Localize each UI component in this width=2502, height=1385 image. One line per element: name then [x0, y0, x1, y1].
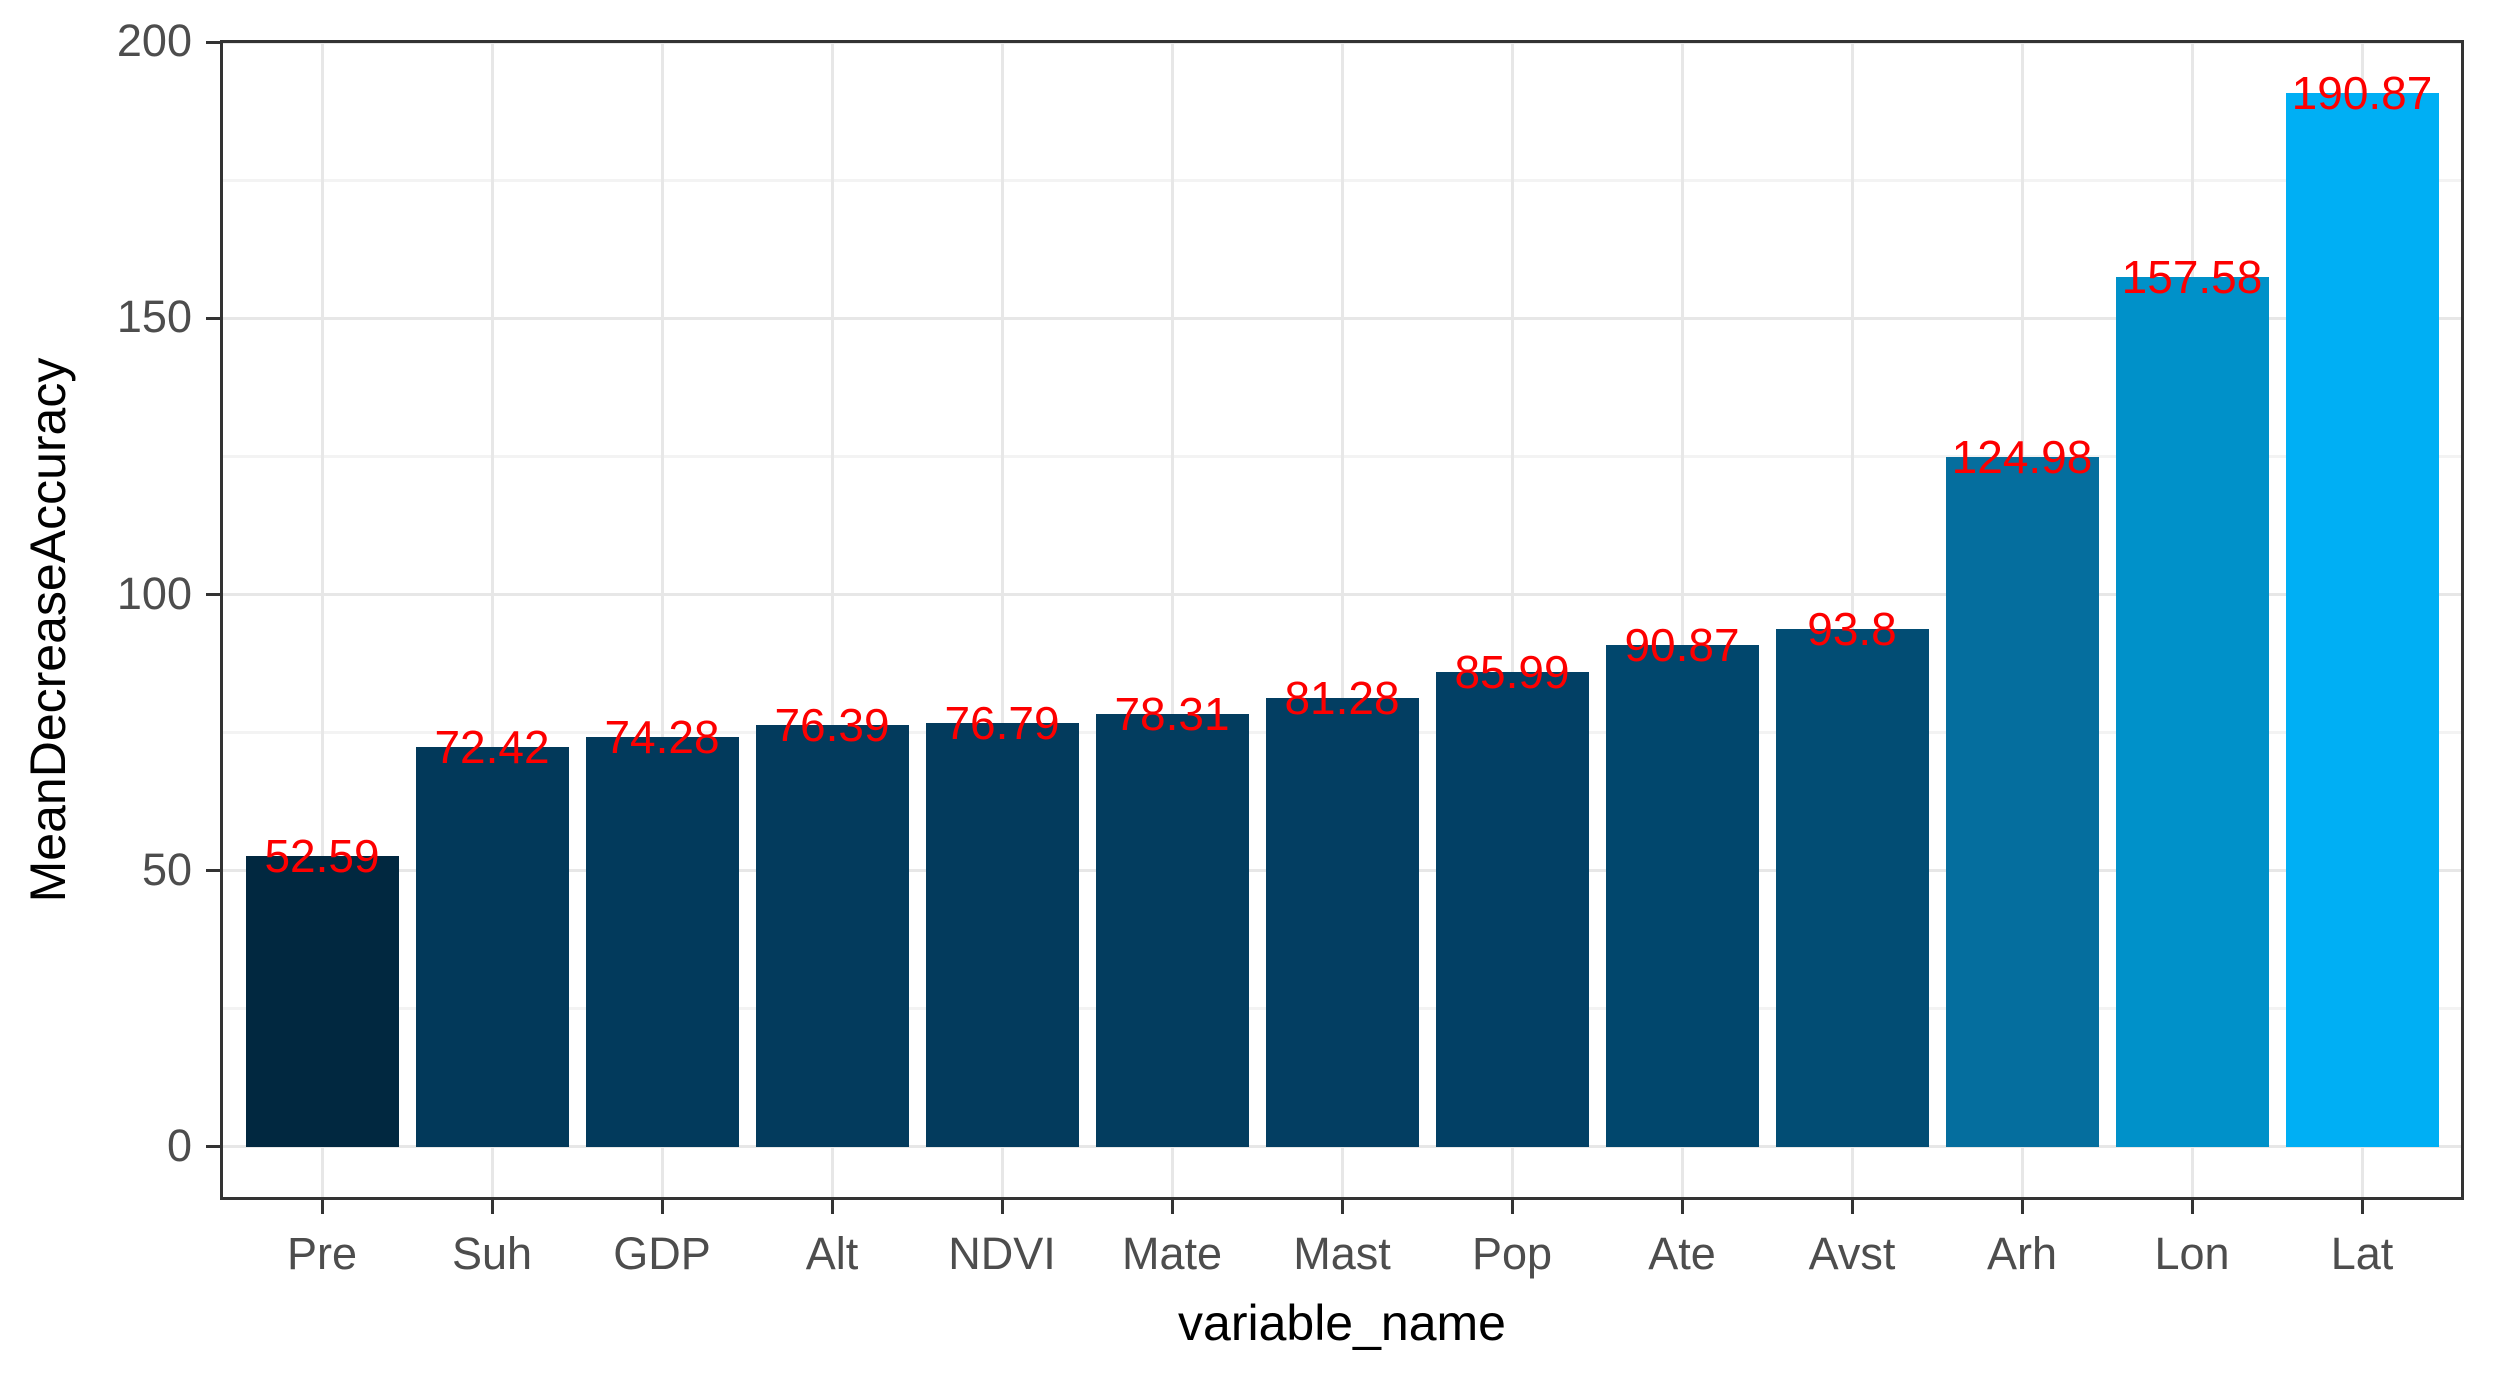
bar — [2285, 92, 2439, 1147]
bar-value-label: 85.99 — [1454, 645, 1570, 698]
bar-value-label: 76.79 — [944, 696, 1060, 749]
bar-value-label: 76.39 — [774, 699, 890, 751]
x-tick — [490, 1200, 494, 1214]
x-tick — [1170, 1200, 1174, 1214]
y-tick-label: 150 — [116, 291, 192, 343]
x-gridline-major — [1170, 40, 1174, 1200]
bar — [1945, 456, 2099, 1147]
x-gridline-major — [1510, 40, 1514, 1200]
y-tick — [206, 869, 220, 873]
x-gridline-major — [1340, 40, 1344, 1200]
x-tick — [830, 1200, 834, 1214]
x-tick — [320, 1200, 324, 1214]
y-tick-label: 50 — [141, 843, 192, 895]
x-tick-label: Suh — [451, 1228, 533, 1279]
x-gridline-major — [830, 40, 834, 1200]
bar — [585, 736, 739, 1147]
bar — [755, 725, 909, 1147]
x-tick-label: Arh — [1986, 1228, 2058, 1279]
x-tick — [1850, 1200, 1854, 1214]
y-tick — [206, 316, 220, 320]
x-tick-label: Ate — [1648, 1228, 1716, 1279]
bar-value-label: 74.28 — [604, 710, 720, 763]
x-tick — [2190, 1200, 2194, 1214]
x-tick — [1510, 1200, 1514, 1214]
bar — [1265, 697, 1419, 1147]
x-tick-label: Alt — [805, 1228, 859, 1279]
bar-value-label: 78.31 — [1114, 688, 1230, 741]
bar-value-label: 190.87 — [2291, 66, 2433, 119]
x-tick-label: Pop — [1471, 1228, 1553, 1279]
bar-value-label: 81.28 — [1284, 671, 1400, 724]
bar-value-label: 124.98 — [1951, 430, 2093, 483]
bar-value-label: 93.8 — [1807, 602, 1897, 655]
x-tick — [2360, 1200, 2364, 1214]
x-axis-title: variable_name — [1178, 1295, 1506, 1351]
bar — [415, 746, 569, 1147]
x-tick — [1340, 1200, 1344, 1214]
y-axis-title: MeanDecreaseAccuracy — [20, 357, 76, 903]
x-tick-label: Lon — [2154, 1228, 2230, 1279]
x-gridline-major — [1850, 40, 1854, 1200]
x-gridline-major — [320, 40, 324, 1200]
bar — [1775, 628, 1929, 1147]
bar-value-label: 157.58 — [2121, 250, 2263, 303]
x-tick-label: Mast — [1293, 1228, 1391, 1279]
x-tick-label: Avst — [1808, 1228, 1896, 1279]
bar-value-label: 52.59 — [264, 830, 380, 883]
x-tick-label: NDVI — [948, 1228, 1056, 1279]
bar-value-label: 72.42 — [434, 720, 550, 773]
bar — [1095, 714, 1249, 1147]
x-tick-label: Lat — [2330, 1228, 2394, 1279]
y-tick — [206, 593, 220, 597]
x-gridline-major — [490, 40, 494, 1200]
bar — [245, 856, 399, 1147]
x-tick — [1000, 1200, 1004, 1214]
y-tick — [206, 40, 220, 44]
y-tick — [206, 1145, 220, 1149]
bar — [1605, 645, 1759, 1147]
plot-panel: 52.59 72.42 74.28 76.39 76.79 78.31 81.28 85.99… — [220, 40, 2464, 1200]
x-tick-label: GDP — [613, 1228, 711, 1279]
x-gridline-major — [660, 40, 664, 1200]
x-tick — [2020, 1200, 2024, 1214]
bar — [1435, 671, 1589, 1147]
x-tick-label: Mate — [1121, 1228, 1223, 1279]
y-tick-label: 100 — [116, 567, 192, 619]
x-tick-label: Pre — [286, 1228, 358, 1279]
bar — [2115, 276, 2269, 1147]
x-gridline-major — [1000, 40, 1004, 1200]
y-tick-label: 200 — [116, 15, 192, 67]
x-tick — [1680, 1200, 1684, 1214]
y-tick-label: 0 — [166, 1119, 192, 1171]
bar-value-label: 90.87 — [1624, 619, 1740, 672]
x-gridline-major — [1680, 40, 1684, 1200]
bar — [925, 722, 1079, 1147]
x-tick — [660, 1200, 664, 1214]
